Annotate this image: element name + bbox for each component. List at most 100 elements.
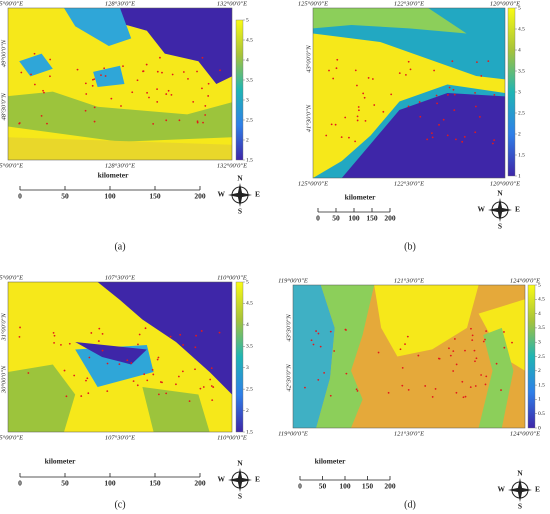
left-coordinate-label: 48°30'0''N bbox=[0, 92, 7, 120]
site-dot bbox=[387, 391, 390, 394]
colorbar-tick-label: 2.5 bbox=[518, 110, 525, 116]
site-dot bbox=[418, 101, 421, 103]
site-dot bbox=[93, 120, 96, 123]
land-cover-region bbox=[478, 327, 514, 428]
site-dot bbox=[209, 378, 212, 381]
site-dot bbox=[18, 335, 21, 338]
top-coordinate-label: 132°00'0''E bbox=[217, 0, 247, 7]
map-frame bbox=[7, 7, 233, 161]
site-dot bbox=[377, 351, 380, 354]
site-dot bbox=[146, 91, 148, 94]
colorbar-tick-label: 4 bbox=[246, 57, 249, 63]
site-dot bbox=[323, 371, 326, 374]
site-dot bbox=[503, 331, 505, 333]
site-dot bbox=[335, 67, 338, 70]
scale-tick-label: 200 bbox=[384, 482, 396, 491]
land-cover-region bbox=[316, 285, 375, 428]
site-dot bbox=[49, 75, 51, 78]
map-panel: 119°00'0''E 121°30'0''E 124°00'0''E 119°00'… bbox=[278, 277, 545, 510]
site-dot bbox=[419, 115, 422, 118]
colorbar-tick-label: 5 bbox=[246, 279, 249, 285]
site-dot bbox=[68, 342, 71, 345]
map-frame bbox=[312, 7, 506, 179]
bottom-coordinate-label: 121°30'0''E bbox=[394, 430, 424, 437]
site-dot bbox=[126, 359, 129, 362]
site-dot bbox=[344, 116, 347, 119]
left-coordinate-label: 31°00'0''N bbox=[0, 313, 7, 342]
colorbar-tick-label: 4 bbox=[246, 322, 249, 328]
colorbar-tick-label: 2.5 bbox=[538, 354, 545, 360]
colorbar-tick-label: 0 bbox=[538, 425, 541, 431]
site-dot bbox=[65, 395, 68, 398]
compass-n: N bbox=[517, 469, 523, 478]
site-dot bbox=[80, 395, 83, 397]
site-dot bbox=[435, 94, 438, 97]
colorbar-tick-label: 2 bbox=[246, 137, 249, 143]
site-dot bbox=[449, 354, 452, 357]
site-dot bbox=[491, 142, 494, 145]
colorbar-tick-label: 5 bbox=[246, 17, 249, 23]
compass-w: W bbox=[478, 205, 486, 214]
site-dot bbox=[485, 330, 488, 332]
scale-tick-label: 0 bbox=[18, 479, 22, 488]
site-dot bbox=[156, 88, 158, 91]
site-dot bbox=[43, 91, 45, 94]
compass-s: S bbox=[238, 207, 242, 216]
colorbar bbox=[235, 19, 244, 161]
site-dot bbox=[487, 60, 490, 63]
site-dot bbox=[304, 386, 306, 389]
site-dot bbox=[87, 392, 90, 395]
site-dot bbox=[156, 358, 159, 361]
top-coordinate-label: 125°00'0''E bbox=[0, 0, 23, 7]
site-dot bbox=[336, 58, 339, 61]
site-dot bbox=[91, 78, 94, 81]
site-dot bbox=[333, 350, 336, 352]
scale-tick-label: 100 bbox=[348, 214, 360, 223]
site-dot bbox=[188, 400, 191, 403]
site-dot bbox=[18, 122, 21, 124]
top-coordinate-label: 122°30'0''E bbox=[394, 0, 424, 7]
bottom-coordinate-label: 124°00'0''E bbox=[510, 430, 540, 437]
site-dot bbox=[181, 370, 184, 373]
site-dot bbox=[348, 136, 350, 139]
site-dot bbox=[474, 385, 477, 387]
site-dot bbox=[138, 333, 141, 336]
site-dot bbox=[442, 118, 445, 121]
site-dot bbox=[49, 58, 52, 61]
colorbar-tick-label: 1.5 bbox=[246, 157, 253, 163]
site-dot bbox=[358, 109, 360, 112]
colorbar-tick-label: 3 bbox=[246, 97, 249, 103]
land-cover-region bbox=[8, 364, 76, 432]
site-dot bbox=[85, 93, 88, 95]
site-dot bbox=[438, 123, 440, 126]
site-dot bbox=[453, 109, 456, 111]
site-dot bbox=[210, 385, 213, 387]
site-dot bbox=[103, 67, 106, 70]
colorbar-tick-label: 1.5 bbox=[518, 152, 525, 158]
site-dot bbox=[310, 339, 313, 342]
compass-w: W bbox=[218, 190, 226, 199]
site-dot bbox=[433, 69, 435, 72]
site-dot bbox=[404, 343, 406, 346]
site-dot bbox=[484, 383, 487, 386]
bottom-coordinate-label: 110°00'0''E bbox=[217, 434, 247, 441]
site-dot bbox=[122, 65, 124, 68]
site-dot bbox=[171, 73, 174, 76]
site-dot bbox=[362, 92, 365, 95]
site-dot bbox=[98, 327, 101, 330]
bottom-coordinate-label: 120°00'0''E bbox=[490, 180, 520, 187]
site-dot bbox=[495, 362, 498, 365]
site-dot bbox=[167, 89, 170, 92]
site-dot bbox=[473, 349, 476, 352]
site-dot bbox=[356, 390, 359, 392]
site-dot bbox=[434, 388, 437, 390]
site-dot bbox=[60, 343, 62, 346]
scale-tick-label: 200 bbox=[194, 192, 206, 201]
site-dot bbox=[407, 388, 410, 391]
site-dot bbox=[165, 392, 168, 395]
panel-label: (d) bbox=[404, 499, 416, 510]
site-dot bbox=[84, 82, 87, 85]
site-dot bbox=[196, 120, 199, 123]
site-dot bbox=[53, 342, 55, 344]
site-dot bbox=[446, 134, 449, 137]
